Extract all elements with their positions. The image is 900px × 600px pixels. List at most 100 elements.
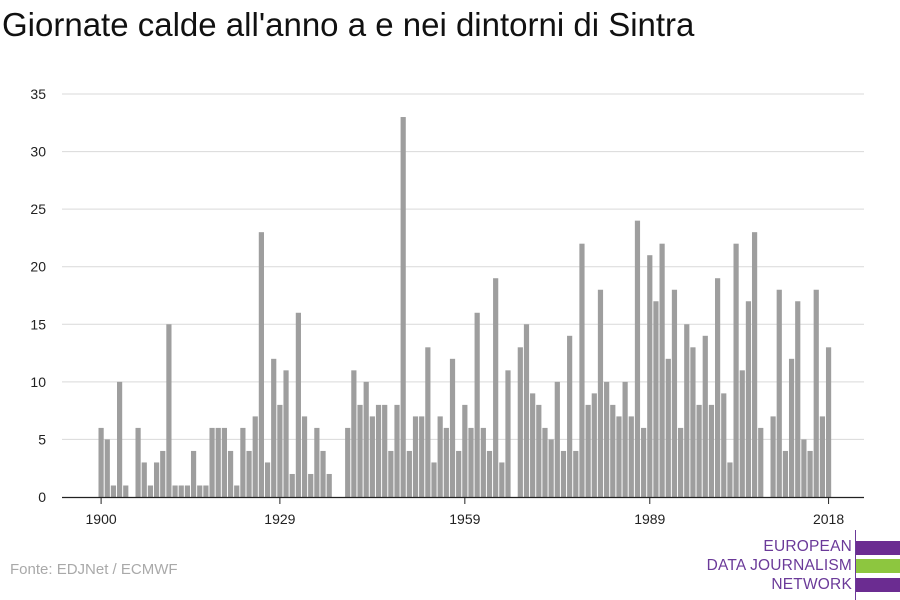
bar-1960 <box>468 427 474 497</box>
bar-1981 <box>597 289 604 497</box>
bar-1907 <box>141 462 147 497</box>
bar-1942 <box>357 404 363 497</box>
bars <box>98 117 832 498</box>
bar-1933 <box>301 416 308 497</box>
y-tick-label-20: 20 <box>30 259 46 275</box>
bar-1926 <box>258 232 264 498</box>
x-tick-label-1900: 1900 <box>86 511 117 527</box>
bar-1975 <box>560 450 567 497</box>
bar-1983 <box>610 404 616 497</box>
bar-1968 <box>517 347 523 497</box>
bar-2007 <box>758 427 764 497</box>
y-tick-label-25: 25 <box>30 201 46 217</box>
bar-1993 <box>671 289 678 497</box>
bar-2000 <box>715 278 721 497</box>
bar-1915 <box>190 450 197 497</box>
bar-2003 <box>733 243 739 497</box>
bar-1997 <box>696 404 702 497</box>
bar-1911 <box>166 324 172 497</box>
bar-1957 <box>449 358 456 497</box>
bar-2013 <box>795 301 801 497</box>
bar-1909 <box>153 462 160 497</box>
bar-1951 <box>412 416 419 497</box>
bar-1941 <box>351 370 357 497</box>
bar-1912 <box>172 485 178 497</box>
bar-1922 <box>234 485 240 497</box>
x-tick-label-1959: 1959 <box>449 511 480 527</box>
bar-1927 <box>264 462 271 497</box>
bar-1992 <box>665 358 671 497</box>
bar-1956 <box>443 427 449 497</box>
bar-1987 <box>634 220 641 497</box>
bar-2014 <box>801 439 807 497</box>
bar-1962 <box>480 427 486 497</box>
bar-1977 <box>573 450 579 497</box>
bar-2016 <box>813 289 819 497</box>
bar-1932 <box>295 312 301 497</box>
y-tick-label-5: 5 <box>38 431 46 447</box>
bar-1948 <box>394 404 400 497</box>
bar-2011 <box>782 450 789 497</box>
bar-1952 <box>419 416 425 497</box>
bar-1969 <box>523 324 530 497</box>
bar-1970 <box>530 393 536 497</box>
bar-1964 <box>493 278 499 497</box>
bar-1978 <box>579 243 585 497</box>
bar-2012 <box>788 358 795 497</box>
bar-2001 <box>721 393 727 497</box>
bar-2017 <box>819 416 825 497</box>
bar-1990 <box>653 301 659 497</box>
bar-1900 <box>98 427 104 497</box>
bar-1979 <box>585 404 591 497</box>
bar-1910 <box>160 450 166 497</box>
bar-2009 <box>770 416 776 497</box>
bar-1954 <box>431 462 437 497</box>
bar-1914 <box>184 485 191 497</box>
bar-1943 <box>363 381 369 497</box>
bar-1913 <box>178 485 184 497</box>
bar-1958 <box>456 450 462 497</box>
bar-1947 <box>388 450 394 497</box>
bar-1976 <box>567 335 573 497</box>
bar-1963 <box>486 450 493 497</box>
x-tick-label-2018: 2018 <box>813 511 844 527</box>
bar-1988 <box>641 427 647 497</box>
logo-bar-purple-top <box>856 541 900 555</box>
bar-1955 <box>437 416 443 497</box>
bar-1904 <box>123 485 129 497</box>
bar-1985 <box>622 381 628 497</box>
bar-1924 <box>246 450 252 497</box>
bar-1930 <box>283 370 289 497</box>
bar-1972 <box>542 427 548 497</box>
chart-title: Giornate calde all'anno a e nei dintorni… <box>2 6 695 43</box>
logo-bar-green <box>856 559 900 573</box>
bar-1919 <box>215 427 221 497</box>
bar-1980 <box>591 393 597 497</box>
bar-2004 <box>739 370 745 497</box>
bar-1935 <box>314 427 320 497</box>
bar-1925 <box>252 416 258 497</box>
bar-1918 <box>209 427 215 497</box>
bar-2002 <box>727 462 733 497</box>
grid-lines <box>62 93 864 440</box>
bar-1917 <box>203 485 209 497</box>
bar-1931 <box>289 473 295 497</box>
bar-1901 <box>104 439 110 497</box>
bar-1928 <box>271 358 277 497</box>
bar-1936 <box>320 450 326 497</box>
bar-1920 <box>221 427 227 497</box>
bar-1929 <box>277 404 283 497</box>
bar-1946 <box>382 404 388 497</box>
bar-1994 <box>678 427 684 497</box>
bar-1959 <box>462 404 468 497</box>
edjnet-logo: EUROPEAN DATA JOURNALISM NETWORK <box>690 528 900 600</box>
y-tick-label-10: 10 <box>30 374 46 390</box>
bar-1903 <box>117 381 123 497</box>
bar-1995 <box>684 324 690 497</box>
bar-1991 <box>659 243 665 497</box>
source-note: Fonte: EDJNet / ECMWF <box>10 561 178 578</box>
bar-1989 <box>647 255 653 497</box>
bar-1999 <box>708 404 715 497</box>
bar-1982 <box>604 381 610 497</box>
logo-bar-purple-bottom <box>856 578 900 592</box>
